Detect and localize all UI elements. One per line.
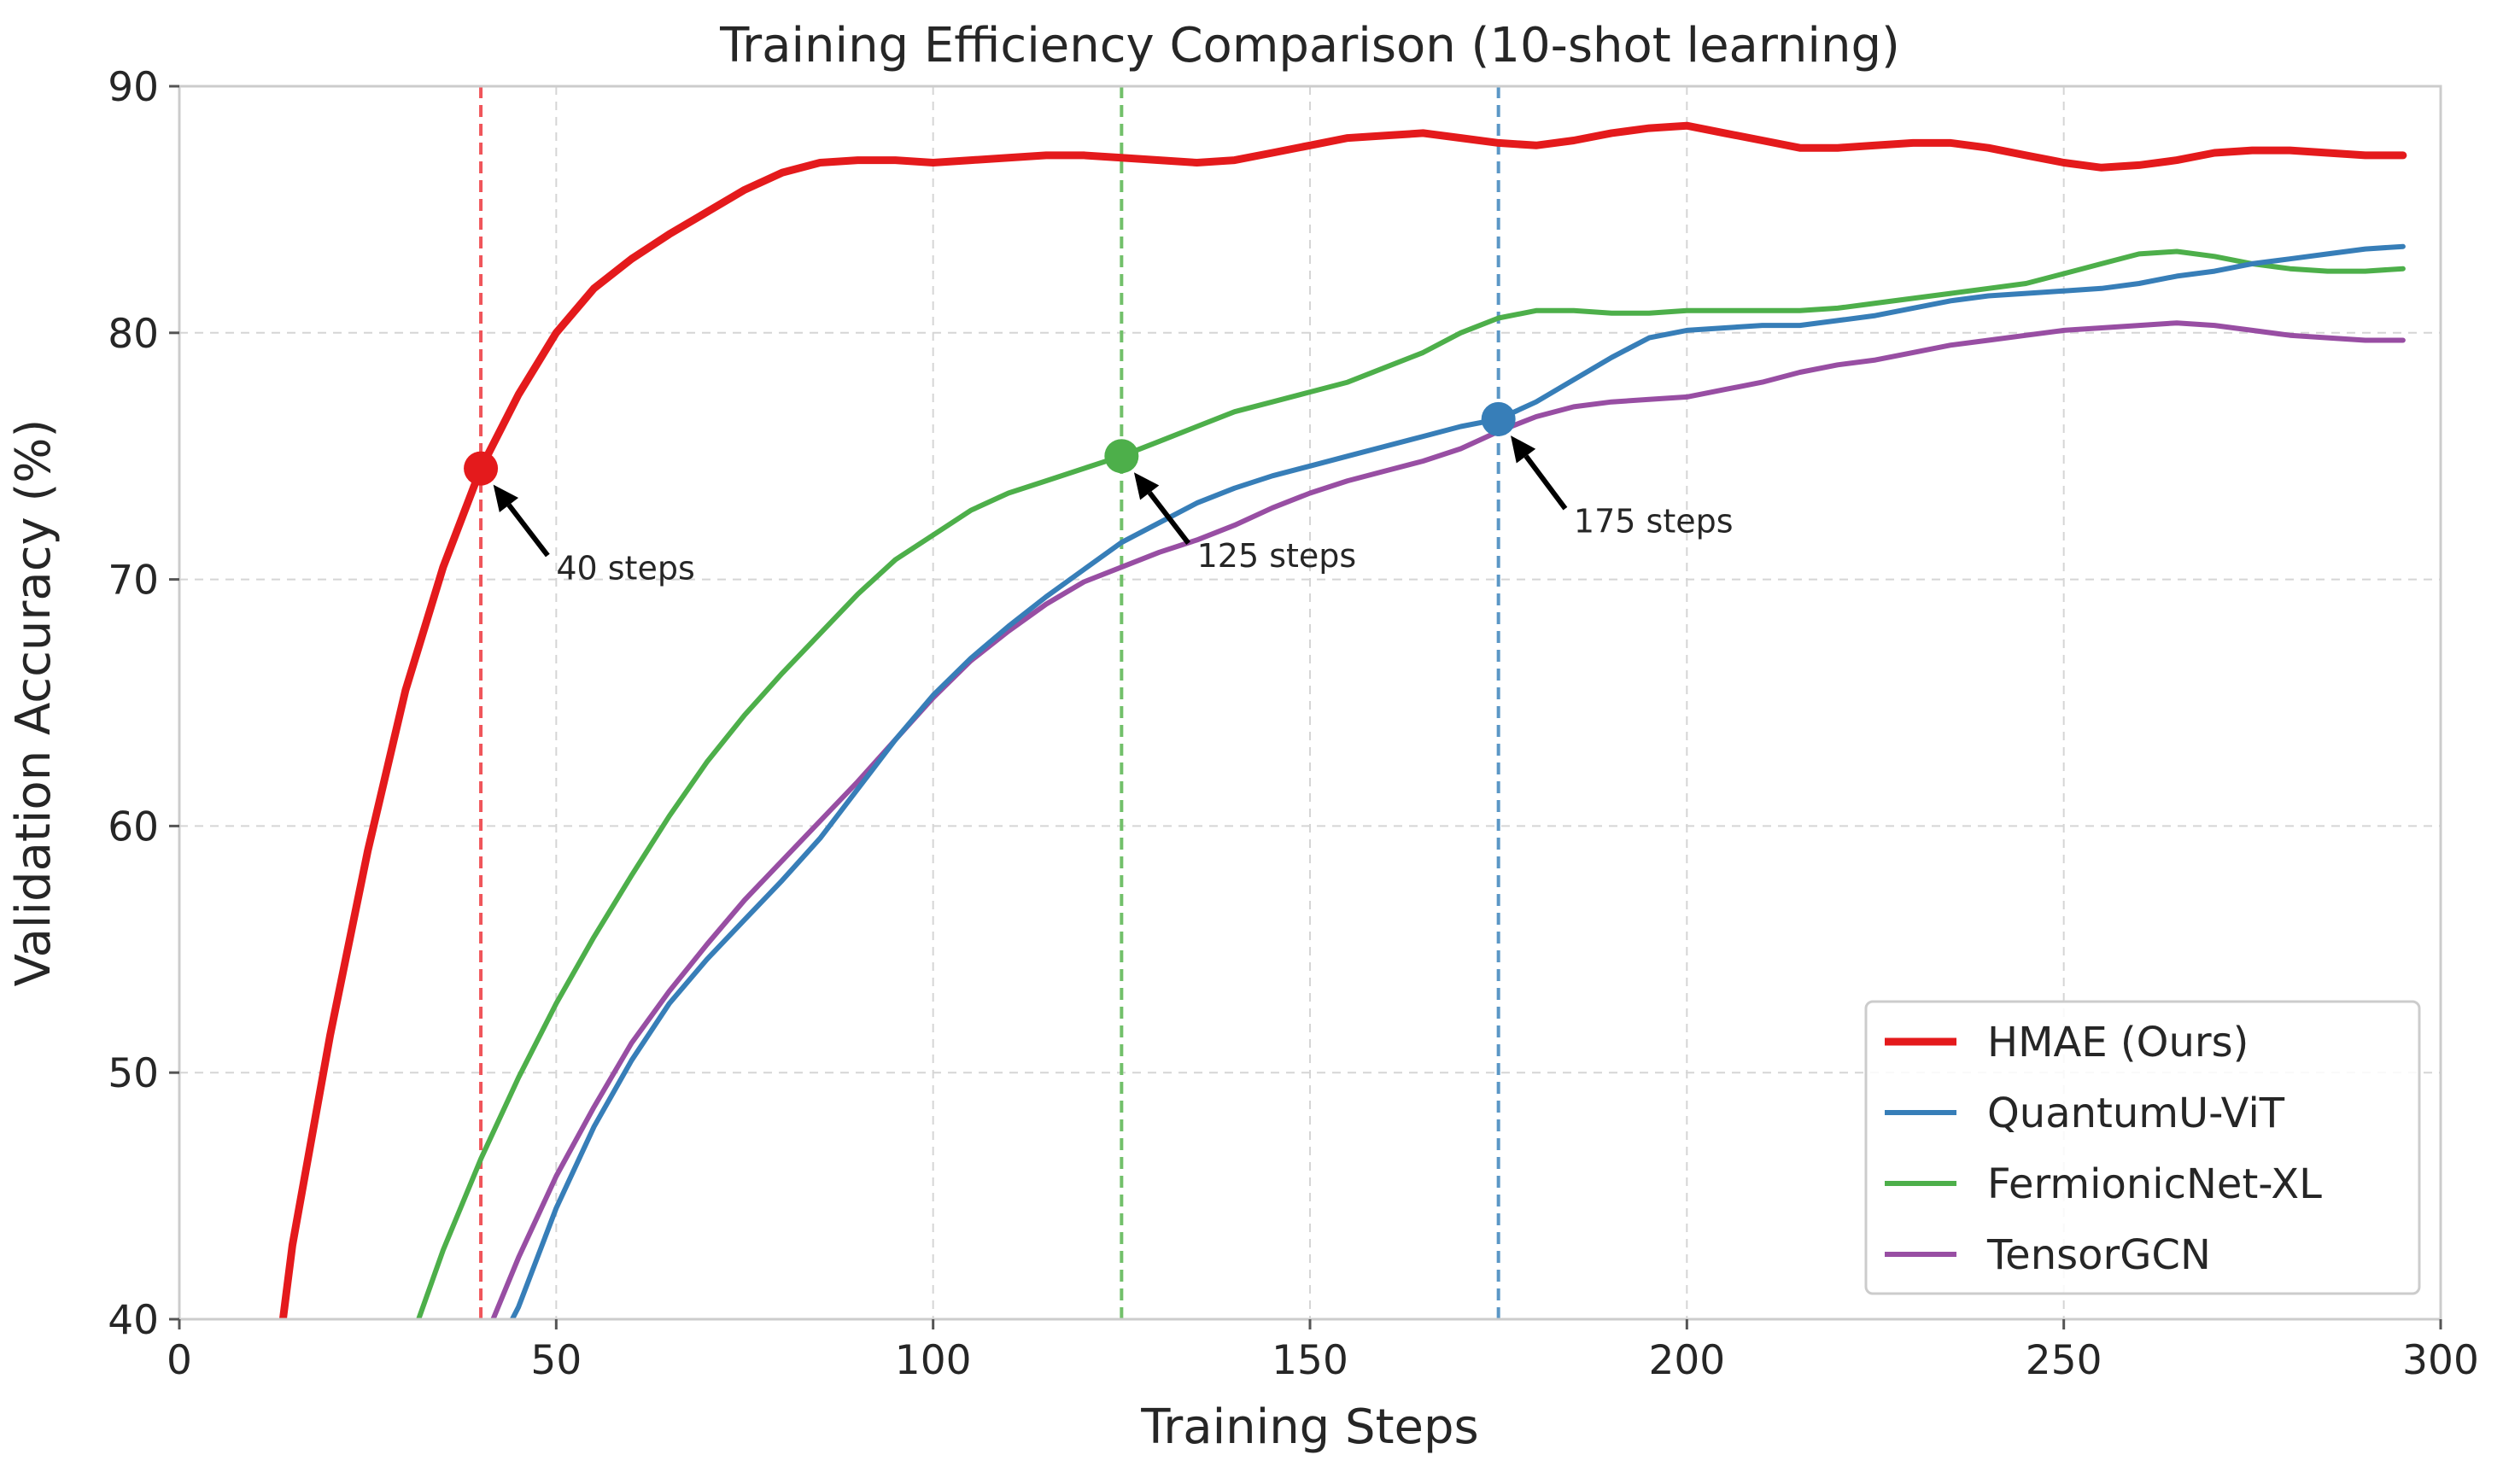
annotation-arrow-head bbox=[1511, 435, 1535, 463]
x-tick-label: 150 bbox=[1272, 1337, 1348, 1384]
step-marker-dot bbox=[1104, 439, 1138, 473]
legend-label: FermionicNet-XL bbox=[1987, 1160, 2322, 1208]
step-marker-lines bbox=[481, 86, 1499, 1319]
y-axis-label: Validation Accuracy (%) bbox=[6, 419, 61, 987]
legend-label: QuantumU-ViT bbox=[1987, 1090, 2285, 1137]
legend-label: TensorGCN bbox=[1986, 1231, 2211, 1279]
x-tick-label: 100 bbox=[895, 1337, 972, 1384]
annotation-arrow-shaft bbox=[1149, 493, 1188, 543]
legend: HMAE (Ours) QuantumU-ViT FermionicNet-XL Te… bbox=[1866, 1002, 2419, 1294]
annotation-arrow-head bbox=[494, 485, 518, 512]
chart-title: Training Efficiency Comparison (10-shot … bbox=[719, 18, 1900, 73]
chart-container: 40 steps 125 steps 175 steps 0 50 100 150 200 2… bbox=[0, 0, 2503, 1480]
annotation-label: 125 steps bbox=[1197, 537, 1357, 575]
step-marker-dot bbox=[464, 452, 498, 486]
y-tick-label: 60 bbox=[108, 803, 159, 850]
x-tick-label: 300 bbox=[2402, 1337, 2479, 1384]
annotation-label: 175 steps bbox=[1574, 503, 1734, 540]
legend-label: HMAE (Ours) bbox=[1987, 1019, 2249, 1066]
y-tick-label: 50 bbox=[108, 1050, 159, 1097]
annotation-arrow-head bbox=[1134, 472, 1159, 500]
annotation-label: 40 steps bbox=[556, 550, 694, 587]
annotation-arrow-shaft bbox=[1526, 456, 1565, 509]
x-tick-label: 0 bbox=[167, 1337, 192, 1384]
x-tick-label: 50 bbox=[530, 1337, 582, 1384]
x-axis-label: Training Steps bbox=[1140, 1399, 1478, 1455]
step-markers bbox=[464, 402, 1516, 486]
annotation-arrow-shaft bbox=[509, 505, 547, 555]
line-chart: 40 steps 125 steps 175 steps 0 50 100 150 200 2… bbox=[0, 0, 2503, 1480]
y-tick-label: 40 bbox=[108, 1297, 159, 1344]
y-tick-label: 90 bbox=[108, 64, 159, 111]
y-tick-label: 70 bbox=[108, 558, 159, 605]
x-tick-label: 250 bbox=[2026, 1337, 2102, 1384]
step-marker-dot bbox=[1482, 402, 1516, 436]
x-tick-label: 200 bbox=[1648, 1337, 1725, 1384]
y-tick-label: 80 bbox=[108, 311, 159, 358]
